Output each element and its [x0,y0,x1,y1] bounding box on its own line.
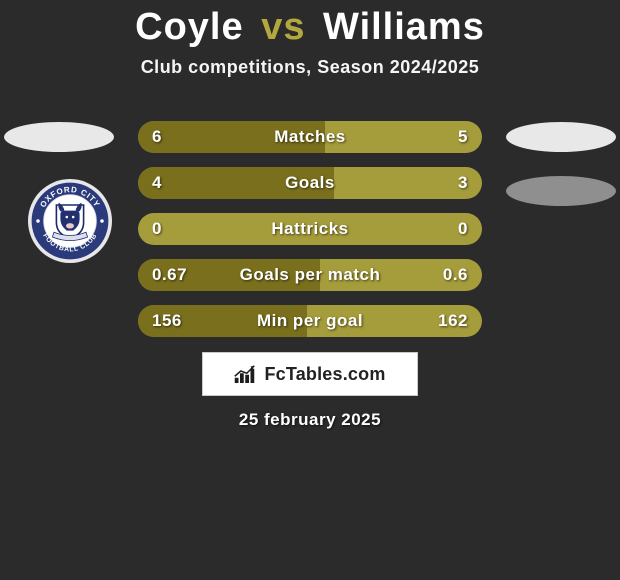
subtitle: Club competitions, Season 2024/2025 [0,57,620,78]
right-club-placeholder-1 [506,122,616,152]
stat-label: Goals [138,167,482,199]
stat-right-value: 162 [438,305,468,337]
brand-box[interactable]: FcTables.com [202,352,418,396]
bars-icon [234,364,258,384]
player1-name: Coyle [135,6,243,48]
stat-right-value: 0 [458,213,468,245]
stat-right-value: 0.6 [443,259,468,291]
stat-label: Goals per match [138,259,482,291]
left-club-placeholder [4,122,114,152]
stat-label: Min per goal [138,305,482,337]
stat-row: 6Matches5 [138,121,482,153]
stat-label: Matches [138,121,482,153]
stat-right-value: 5 [458,121,468,153]
stat-row: 0.67Goals per match0.6 [138,259,482,291]
stat-row: 0Hattricks0 [138,213,482,245]
stats-container: 6Matches5 4Goals3 0Hattricks0 0.67Goals per… [138,121,482,351]
right-club-placeholder-2 [506,176,616,206]
player2-name: Williams [323,6,485,48]
club-badge: OXFORD CITY FOOTBALL CLUB [28,179,112,263]
snapshot-date: 25 february 2025 [0,410,620,430]
stat-right-value: 3 [458,167,468,199]
club-badge-icon: OXFORD CITY FOOTBALL CLUB [30,181,110,261]
stat-label: Hattricks [138,213,482,245]
brand-text: FcTables.com [264,364,385,385]
comparison-title: Coyle vs Williams [0,0,620,49]
vs-label: vs [261,6,305,48]
stat-row: 4Goals3 [138,167,482,199]
stat-row: 156Min per goal162 [138,305,482,337]
